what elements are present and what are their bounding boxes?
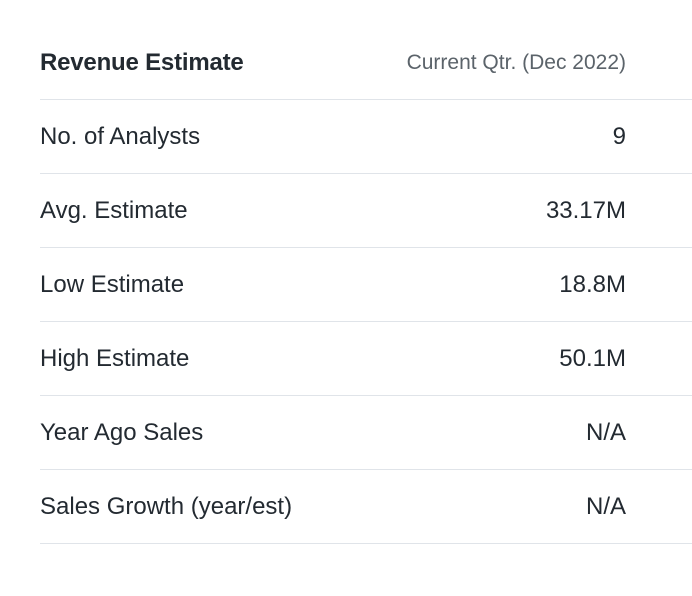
row-value: 50.1M [559, 344, 626, 372]
column-header-current-qtr: Current Qtr. (Dec 2022) [406, 51, 626, 74]
row-label: No. of Analysts [40, 122, 201, 150]
row-label: Sales Growth (year/est) [40, 492, 293, 520]
row-label: High Estimate [40, 344, 190, 372]
row-value: 33.17M [545, 196, 626, 224]
table-row-year-ago-sales: Year Ago Sales N/A [40, 396, 692, 470]
table-row-high-estimate: High Estimate 50.1M [40, 322, 692, 396]
table-row-low-estimate: Low Estimate 18.8M [40, 248, 692, 322]
table-row-avg-estimate: Avg. Estimate 33.17M [40, 174, 692, 248]
row-label: Year Ago Sales [40, 418, 204, 446]
table-header-row: Revenue Estimate Current Qtr. (Dec 2022) [40, 27, 692, 100]
row-label: Avg. Estimate [40, 196, 188, 224]
revenue-estimate-table: Revenue Estimate Current Qtr. (Dec 2022)… [40, 27, 692, 544]
row-value: N/A [585, 492, 626, 520]
row-value: 9 [612, 122, 626, 150]
table-row-no-of-analysts: No. of Analysts 9 [40, 100, 692, 174]
table-row-sales-growth: Sales Growth (year/est) N/A [40, 470, 692, 544]
row-label: Low Estimate [40, 270, 185, 298]
row-value: N/A [585, 418, 626, 446]
row-value: 18.8M [559, 270, 626, 298]
table-title: Revenue Estimate [40, 49, 244, 76]
